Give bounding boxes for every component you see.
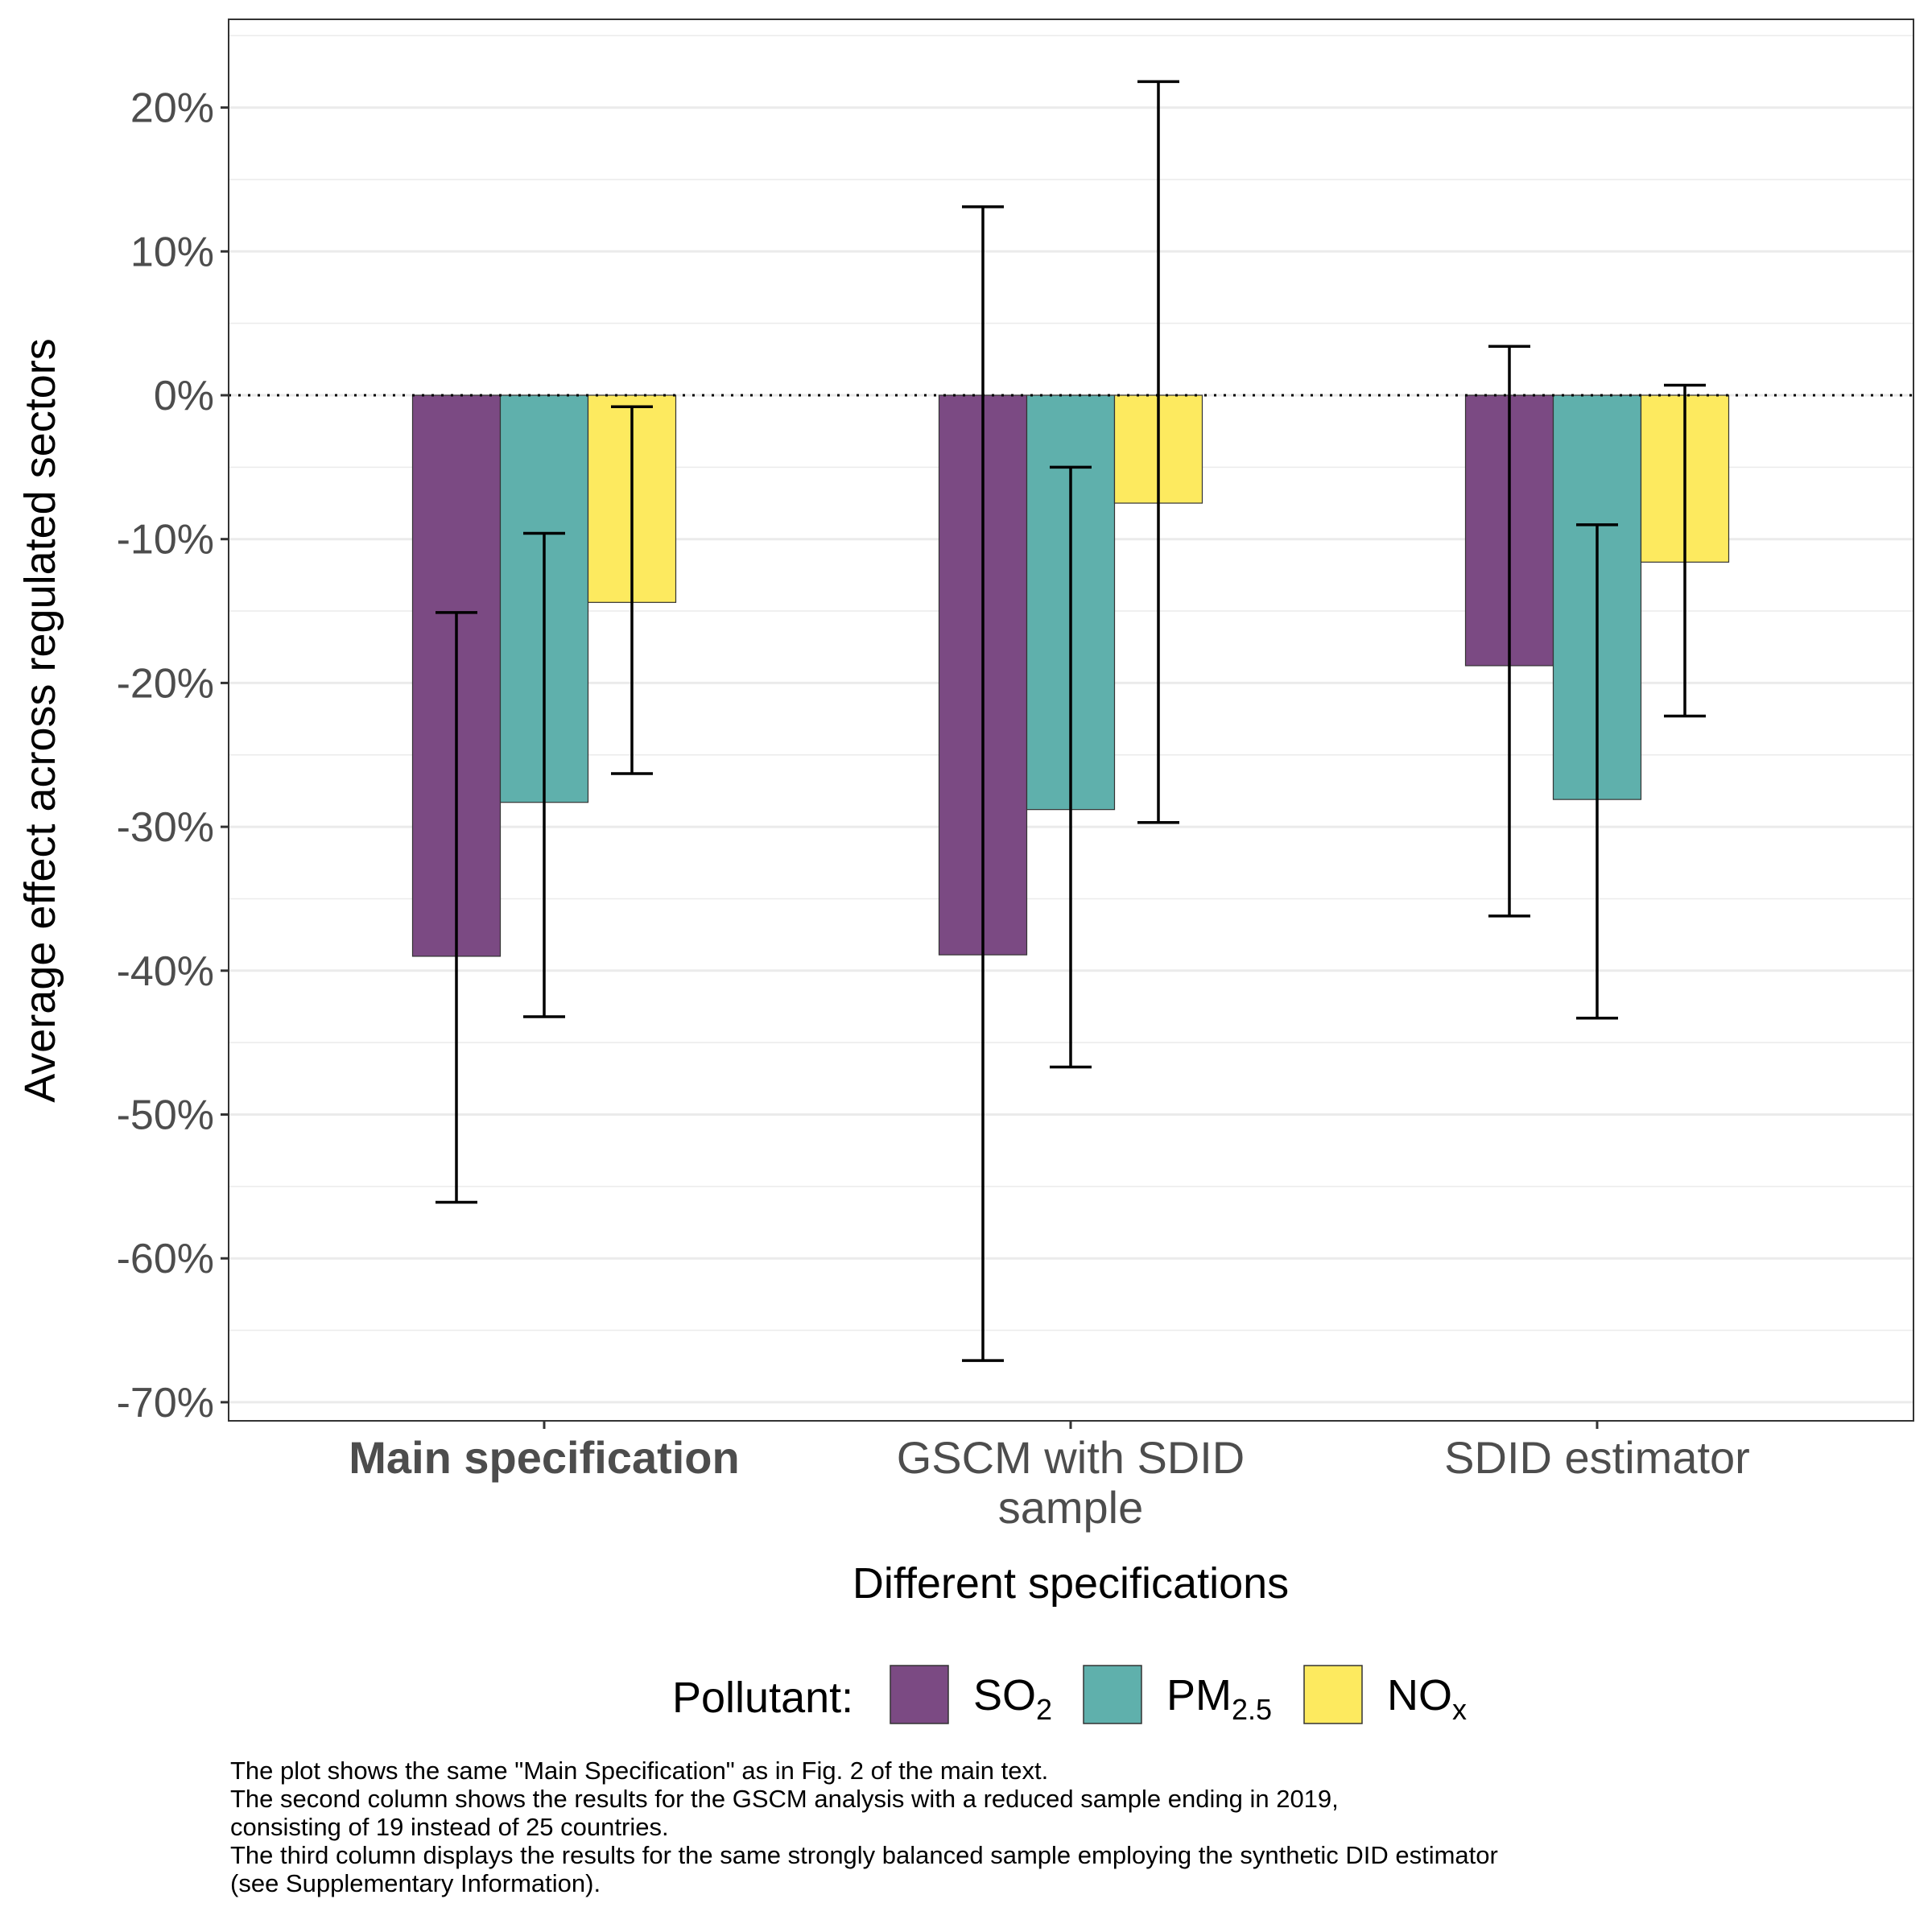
x-tick-label: SDID estimator [1444, 1432, 1750, 1483]
legend-label: SO2 [973, 1671, 1052, 1726]
caption-line: (see Supplementary Information). [230, 1869, 601, 1897]
y-tick-label: -10% [117, 517, 214, 564]
y-tick-label: -60% [117, 1236, 214, 1282]
x-tick-label: sample [998, 1482, 1144, 1533]
y-tick-label: -30% [117, 804, 214, 851]
caption-line: The plot shows the same "Main Specificat… [230, 1757, 1049, 1785]
y-tick-label: 0% [154, 373, 214, 419]
y-tick-label: -50% [117, 1092, 214, 1139]
legend-key [1303, 1665, 1363, 1724]
x-tick-label: GSCM with SDID [897, 1432, 1245, 1483]
error-bars [436, 80, 1706, 1362]
y-axis: 20% 10% 0% -10% -20% -30% -40% -50% -60% -70% [117, 85, 229, 1426]
y-tick-label: -40% [117, 948, 214, 995]
caption-line: consisting of 19 instead of 25 countries… [230, 1813, 669, 1841]
figure-caption: The plot shows the same "Main Specificat… [230, 1757, 1905, 1897]
legend-label: NOx [1387, 1671, 1467, 1726]
x-axis-title: Different specifications [852, 1559, 1289, 1608]
y-tick-label: 10% [130, 229, 214, 275]
legend-key [1083, 1665, 1142, 1724]
legend-key [890, 1665, 949, 1724]
legend-title: Pollutant: [672, 1674, 853, 1722]
y-axis-title: Average effect across regulated sectors [16, 338, 64, 1103]
y-tick-label: -20% [117, 660, 214, 707]
caption-line: The third column displays the results fo… [230, 1841, 1498, 1869]
y-tick-label: -70% [117, 1380, 214, 1426]
x-tick-label: Main specification [349, 1432, 739, 1483]
legend: Pollutant: SO2 PM2.5 NOx [672, 1665, 1467, 1726]
y-tick-label: 20% [130, 85, 214, 132]
caption-line: The second column shows the results for … [230, 1785, 1339, 1813]
legend-label: PM2.5 [1166, 1671, 1272, 1726]
